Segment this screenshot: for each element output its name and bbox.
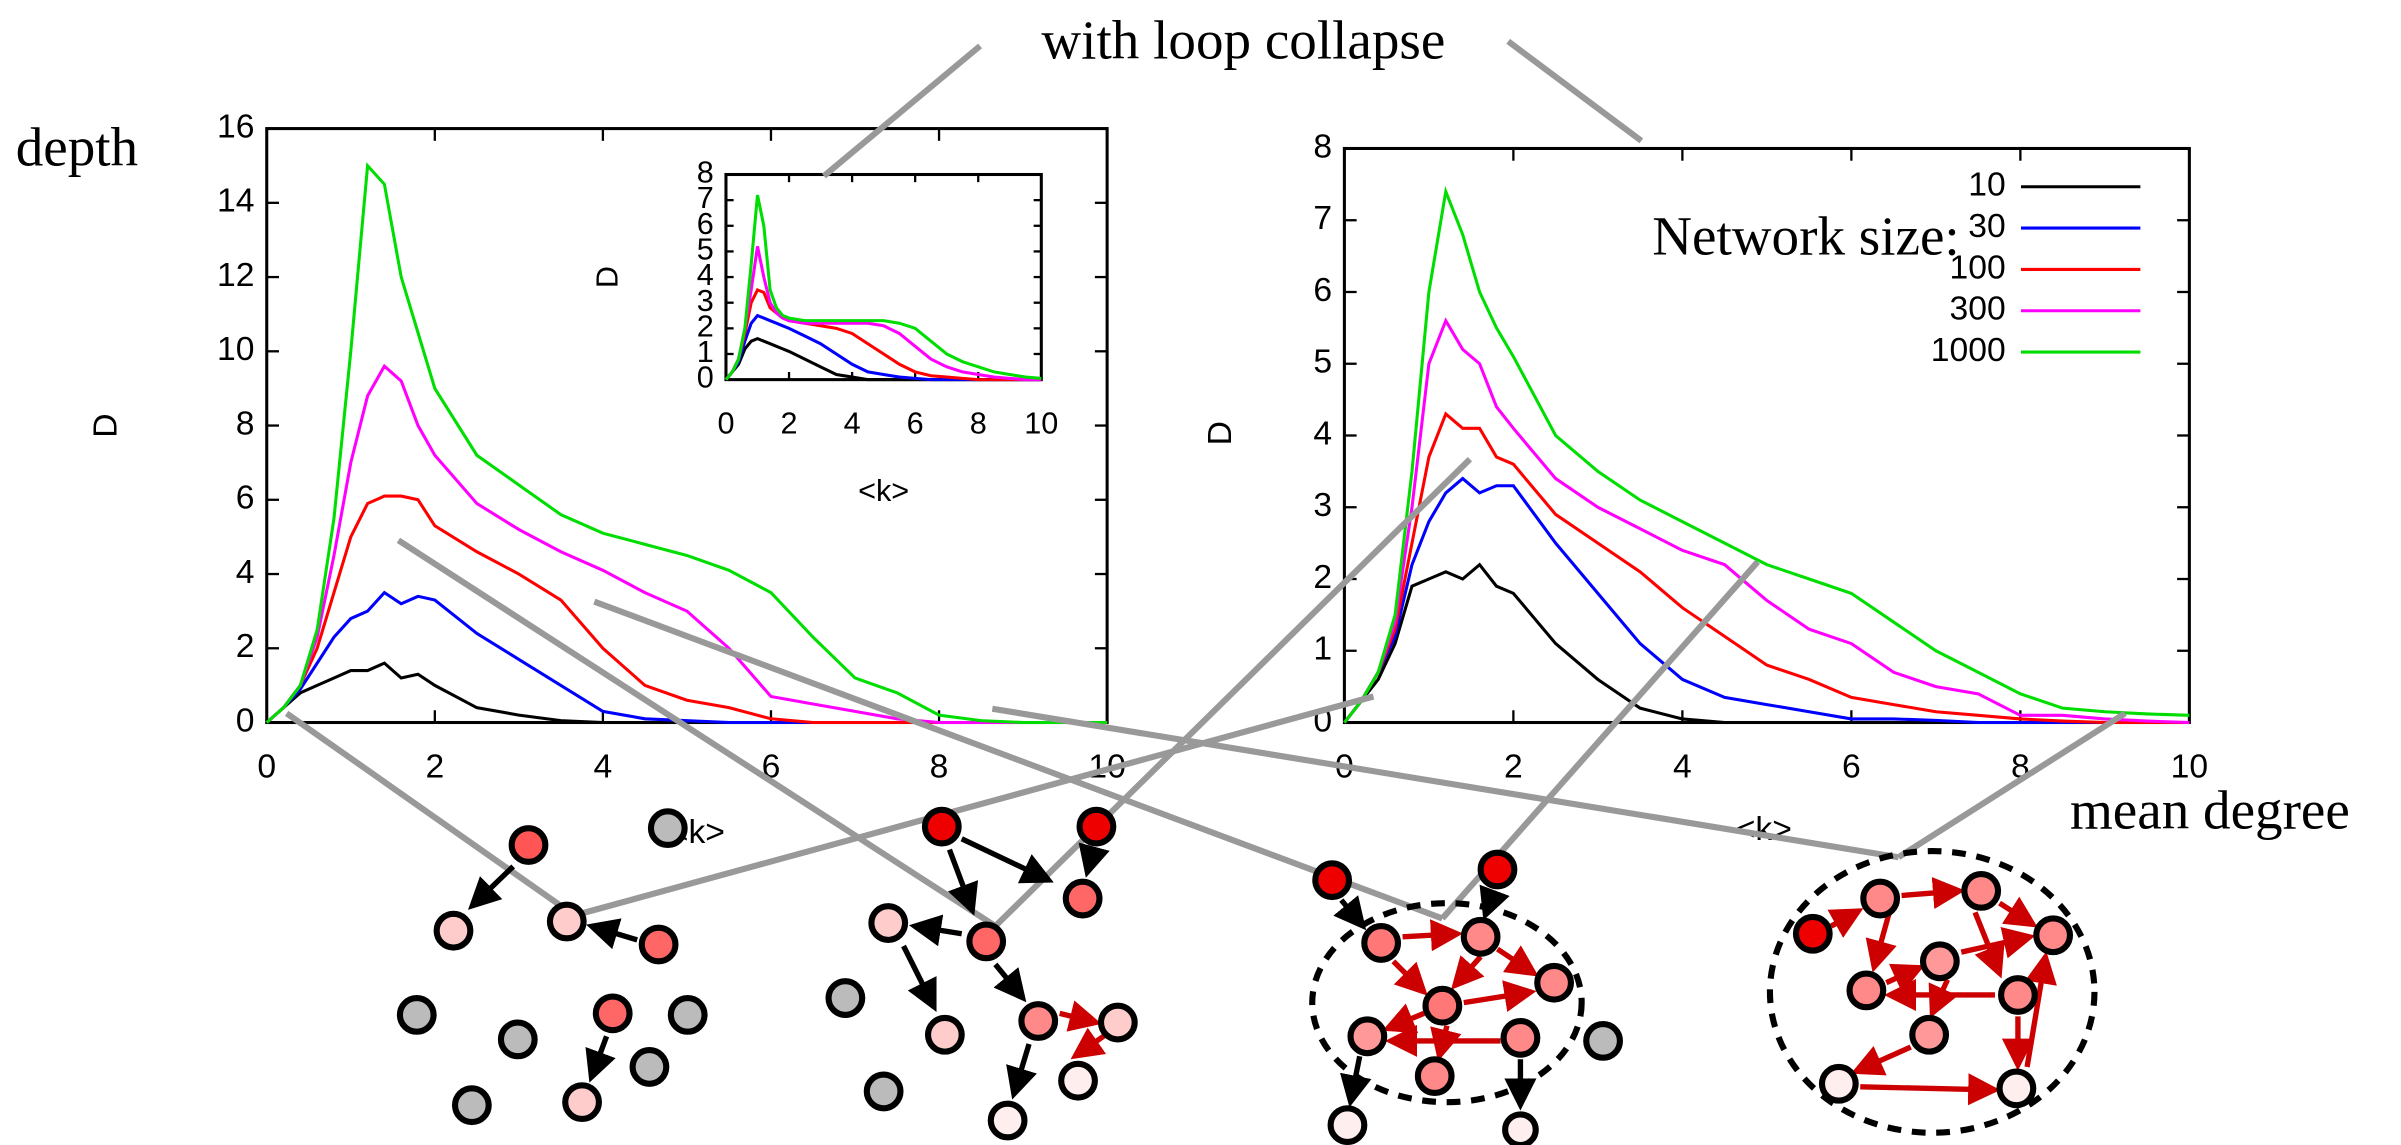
x-tick-label: 4	[844, 407, 861, 441]
legend-label: 30	[1968, 208, 2005, 245]
annotation: mean degree	[2070, 780, 2350, 841]
network-diagram	[1309, 849, 1623, 1145]
y-tick-label: 8	[697, 156, 714, 190]
y-tick-label: 6	[697, 207, 714, 241]
legend-label: 300	[1950, 291, 2006, 328]
y-tick-label: 0	[236, 702, 255, 739]
x-tick-label: 2	[781, 407, 798, 441]
series-line	[1343, 317, 2190, 725]
series-line	[265, 363, 1108, 725]
x-tick-label: 10	[2171, 748, 2208, 785]
y-tick-label: 8	[236, 405, 255, 442]
series-line	[1343, 476, 2190, 725]
x-axis-label: <k>	[858, 474, 909, 508]
y-tick-label: 7	[697, 181, 714, 215]
y-tick-label: 0	[697, 361, 714, 395]
annotations: with loop collapse depth mean degree	[16, 10, 2350, 841]
y-axis-label: D	[87, 413, 124, 437]
series-line	[724, 194, 1042, 381]
y-tick-label: 2	[697, 309, 714, 343]
y-tick-label: 3	[1313, 487, 1332, 524]
series-line	[724, 245, 1042, 382]
x-tick-label: 8	[930, 748, 949, 785]
x-tick-label: 2	[425, 748, 444, 785]
x-tick-label: 10	[1024, 407, 1058, 441]
y-tick-label: 12	[217, 257, 254, 294]
y-tick-label: 4	[697, 258, 714, 292]
y-tick-label: 16	[217, 108, 254, 145]
legend-label: 100	[1950, 249, 2006, 286]
connectors	[284, 38, 2127, 929]
y-tick-label: 8	[1313, 128, 1332, 165]
legend: Network size:10 30 100 300 1000	[1652, 167, 2141, 369]
y-tick-label: 1	[1313, 631, 1332, 668]
y-tick-label: 2	[236, 628, 255, 665]
legend-label: 10	[1968, 167, 2005, 204]
y-tick-label: 7	[1313, 200, 1332, 237]
x-tick-label: 6	[1842, 748, 1861, 785]
x-tick-label: 8	[970, 407, 987, 441]
y-tick-label: 4	[1313, 415, 1332, 452]
series-line	[1343, 185, 2190, 724]
y-tick-label: 5	[1313, 344, 1332, 381]
network-diagram	[396, 808, 708, 1126]
y-tick-label: 5	[697, 233, 714, 267]
annotation: with loop collapse	[1041, 10, 1445, 71]
y-axis-label: D	[591, 266, 625, 288]
y-tick-label: 2	[1313, 559, 1332, 596]
x-tick-label: 4	[594, 748, 613, 785]
x-tick-label: 2	[1504, 748, 1523, 785]
x-tick-label: 0	[257, 748, 276, 785]
annotation: depth	[16, 117, 138, 178]
y-tick-label: 6	[1313, 272, 1332, 309]
x-tick-label: 4	[1673, 748, 1692, 785]
y-tick-label: 14	[217, 183, 254, 220]
y-tick-label: 4	[236, 554, 255, 591]
y-tick-label: 6	[236, 480, 255, 517]
series-line	[265, 162, 1108, 725]
legend-title: Network size:	[1652, 205, 1960, 266]
y-axis-label: D	[1202, 421, 1239, 445]
y-tick-label: 3	[697, 284, 714, 318]
x-tick-label: 6	[907, 407, 924, 441]
legend-label: 1000	[1931, 332, 2006, 369]
network-diagram	[825, 806, 1138, 1141]
y-tick-label: 1	[697, 335, 714, 369]
x-tick-label: 0	[717, 407, 734, 441]
plot-area	[724, 172, 1043, 382]
network-diagram	[1766, 848, 2098, 1136]
series-line	[724, 287, 1042, 382]
y-tick-label: 10	[217, 331, 254, 368]
